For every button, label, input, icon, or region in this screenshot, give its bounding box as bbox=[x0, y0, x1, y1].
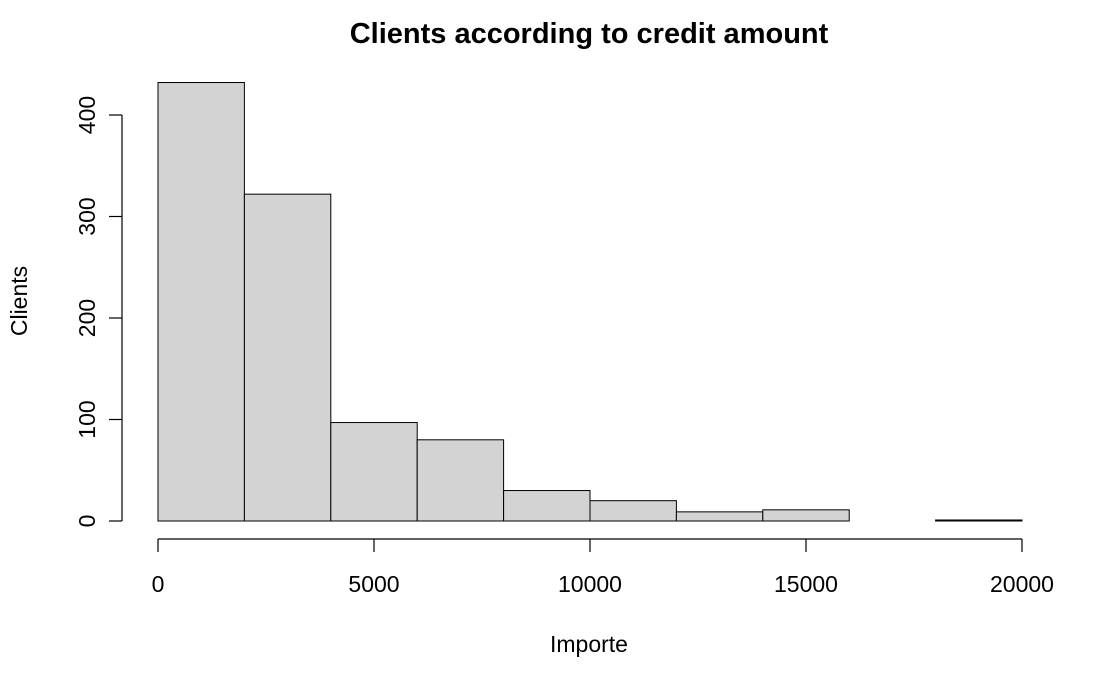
x-axis-label: Importe bbox=[550, 631, 628, 657]
x-tick-label: 20000 bbox=[990, 571, 1054, 597]
histogram-bar bbox=[243, 193, 332, 522]
histogram-bar bbox=[935, 519, 1023, 522]
x-tick-label: 10000 bbox=[558, 571, 622, 597]
chart-title: Clients according to credit amount bbox=[350, 18, 829, 50]
histogram-bar bbox=[762, 509, 850, 522]
histogram-bar bbox=[330, 422, 418, 522]
y-tick-label: 100 bbox=[74, 400, 100, 438]
y-tick-label: 300 bbox=[74, 197, 100, 235]
x-tick-label: 5000 bbox=[348, 571, 399, 597]
x-axis: 0 5000 10000 15000 20000 bbox=[152, 538, 1054, 597]
histogram-bar bbox=[675, 511, 764, 522]
x-tick-label: 15000 bbox=[774, 571, 838, 597]
histogram-bar bbox=[503, 490, 591, 522]
y-axis-label: Clients bbox=[6, 266, 32, 336]
x-tick-label: 0 bbox=[152, 571, 165, 597]
histogram-bar bbox=[589, 500, 677, 522]
histogram-bar bbox=[157, 82, 245, 522]
y-axis: 0 100 200 300 400 bbox=[74, 96, 123, 528]
bars-group bbox=[157, 82, 1023, 522]
y-tick-label: 0 bbox=[74, 515, 100, 528]
histogram-bar bbox=[416, 439, 505, 522]
y-tick-label: 400 bbox=[74, 96, 100, 134]
y-tick-label: 200 bbox=[74, 299, 100, 337]
